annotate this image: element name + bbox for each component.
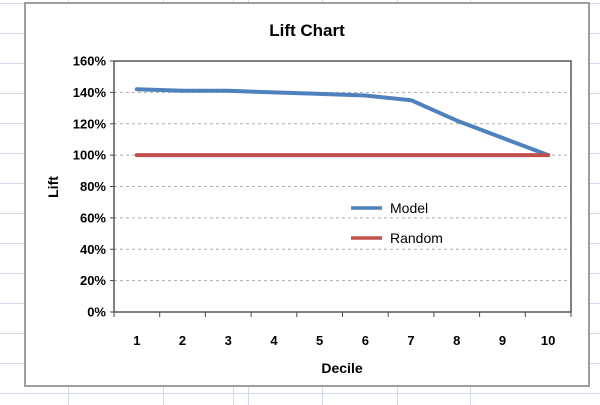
x-axis-tick-label: 4: [270, 333, 278, 348]
y-axis-tick-label: 20%: [80, 273, 106, 288]
x-axis-tick-label: 9: [499, 333, 506, 348]
y-axis-tick-label: 0%: [87, 305, 106, 320]
x-axis-tick-label: 3: [225, 333, 232, 348]
x-axis-title: Decile: [321, 360, 362, 376]
x-axis-tick-label: 8: [453, 333, 460, 348]
y-axis-tick-label: 120%: [73, 116, 107, 131]
legend-entry-random[interactable]: Random: [351, 230, 443, 246]
series-lines: [134, 87, 551, 158]
legend: Model Random: [351, 200, 443, 246]
legend-entry-model[interactable]: Model: [351, 200, 428, 216]
legend-label-model: Model: [390, 200, 428, 216]
chart-object[interactable]: 0% 20% 40% 60% 80% 100% 120% 140% 160% 1 2 3 4 5 6 7 8 9 1…: [24, 2, 590, 387]
y-axis-tick-label: 60%: [80, 210, 106, 225]
x-axis-tick-label: 7: [407, 333, 414, 348]
plot-gridlines: [114, 91, 571, 282]
x-axis-tick-label: 10: [541, 333, 555, 348]
y-axis-tick-label: 140%: [73, 85, 107, 100]
x-axis-tick-label: 6: [362, 333, 369, 348]
y-axis-tick-label: 160%: [73, 54, 107, 69]
sheet-gridline-row: [0, 393, 600, 394]
x-axis-tick-label: 5: [316, 333, 323, 348]
axis-ticks: [110, 60, 572, 317]
y-axis-tick-label: 100%: [73, 148, 107, 163]
series-line-model[interactable]: [134, 87, 551, 158]
y-axis-title: Lift: [45, 176, 61, 198]
y-axis-tick-label: 80%: [80, 179, 106, 194]
axis-tick-labels: 0% 20% 40% 60% 80% 100% 120% 140% 160% 1 2 3 4 5 6 7 8 9 1…: [73, 54, 556, 349]
lift-chart: 0% 20% 40% 60% 80% 100% 120% 140% 160% 1 2 3 4 5 6 7 8 9 1…: [45, 21, 572, 376]
x-axis-tick-label: 1: [133, 333, 140, 348]
legend-label-random: Random: [390, 230, 443, 246]
x-axis-tick-label: 2: [179, 333, 186, 348]
chart-title: Lift Chart: [269, 21, 345, 40]
y-axis-tick-label: 40%: [80, 242, 106, 257]
